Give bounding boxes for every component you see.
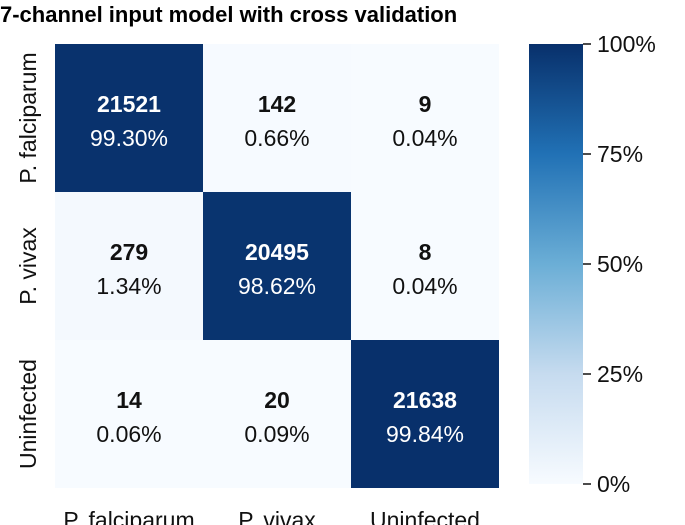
column-label: Uninfected xyxy=(370,507,480,525)
heatmap-cell-rect xyxy=(351,44,499,192)
heatmap-cell-rect xyxy=(351,340,499,488)
heatmap-cell-rect xyxy=(203,340,351,488)
colorbar-tick-label: 50% xyxy=(597,251,643,277)
row-label: P. vivax xyxy=(15,227,41,305)
heatmap-cells: 21521 99.30% 142 0.66% 9 0.04% 279 1.34% 20495 98… xyxy=(55,44,499,488)
cell-percentage: 1.34% xyxy=(96,273,161,299)
cell-count: 14 xyxy=(116,387,142,413)
chart-title: 7-channel input model with cross validat… xyxy=(0,2,457,27)
heatmap-cell: 20495 98.62% xyxy=(203,192,351,340)
column-label: P. vivax xyxy=(238,507,316,525)
heatmap-cell-rect xyxy=(55,44,203,192)
row-label: P. falciparum xyxy=(15,52,41,183)
cell-percentage: 0.04% xyxy=(392,125,457,151)
cell-count: 279 xyxy=(110,239,148,265)
column-label: P. falciparum xyxy=(63,507,194,525)
cell-percentage: 0.09% xyxy=(244,421,309,447)
cell-percentage: 99.30% xyxy=(90,125,168,151)
colorbar-tick-label: 100% xyxy=(597,31,656,57)
column-labels: P. falciparum P. vivax Uninfected xyxy=(63,507,480,525)
heatmap-cell: 279 1.34% xyxy=(55,192,203,340)
heatmap-cell: 20 0.09% xyxy=(203,340,351,488)
cell-percentage: 0.66% xyxy=(244,125,309,151)
colorbar-tick-label: 0% xyxy=(597,471,630,497)
colorbar-tick-label: 25% xyxy=(597,361,643,387)
heatmap-cell: 142 0.66% xyxy=(203,44,351,192)
cell-percentage: 98.62% xyxy=(238,273,316,299)
heatmap-cell-rect xyxy=(351,192,499,340)
cell-count: 20495 xyxy=(245,239,309,265)
heatmap-cell-rect xyxy=(55,192,203,340)
colorbar-gradient xyxy=(529,44,583,484)
heatmap-cell-rect xyxy=(203,192,351,340)
heatmap-cell: 8 0.04% xyxy=(351,192,499,340)
heatmap-cell: 14 0.06% xyxy=(55,340,203,488)
cell-count: 8 xyxy=(419,239,432,265)
colorbar: 100% 75% 50% 25% 0% xyxy=(529,31,656,497)
cell-percentage: 0.06% xyxy=(96,421,161,447)
heatmap-cell: 9 0.04% xyxy=(351,44,499,192)
heatmap-cell-rect xyxy=(203,44,351,192)
cell-count: 20 xyxy=(264,387,290,413)
cell-count: 21521 xyxy=(97,91,161,117)
cell-percentage: 0.04% xyxy=(392,273,457,299)
heatmap-cell: 21521 99.30% xyxy=(55,44,203,192)
cell-count: 9 xyxy=(419,91,432,117)
cell-percentage: 99.84% xyxy=(386,421,464,447)
row-labels: P. falciparum P. vivax Uninfected xyxy=(15,52,41,469)
heatmap-cell-rect xyxy=(55,340,203,488)
cell-count: 21638 xyxy=(393,387,457,413)
cell-count: 142 xyxy=(258,91,296,117)
colorbar-tick-label: 75% xyxy=(597,141,643,167)
row-label: Uninfected xyxy=(15,359,41,469)
heatmap-cell: 21638 99.84% xyxy=(351,340,499,488)
